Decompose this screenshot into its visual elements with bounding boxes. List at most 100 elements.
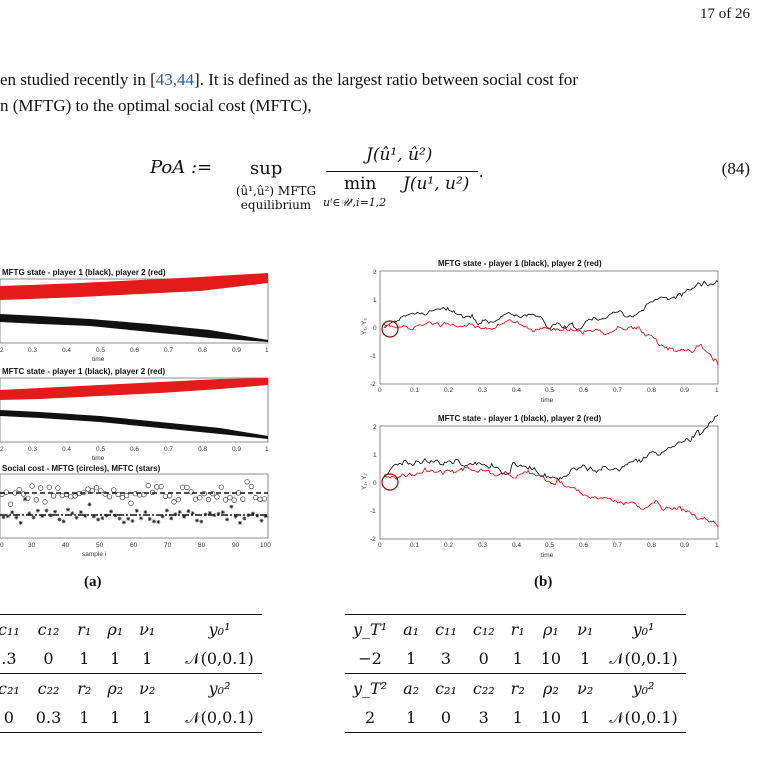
tick: -1 [370, 508, 376, 515]
star-marker [5, 514, 10, 519]
equation-lhs: PoA := [150, 157, 213, 178]
figure-b-top-player1-line [384, 280, 719, 331]
tick: 0.7 [164, 446, 173, 453]
figure-a-label: (a) [84, 574, 102, 590]
star-marker [121, 520, 126, 525]
tick: 0.4 [62, 446, 71, 453]
table-cell: c₂₂ [464, 673, 503, 703]
circle-marker [124, 493, 130, 499]
circle-marker [106, 494, 113, 500]
circle-marker [59, 493, 65, 499]
star-marker [134, 508, 139, 513]
table-cell: y₀¹ [163, 614, 262, 644]
circle-marker [50, 493, 57, 499]
tick: 0.5 [545, 542, 554, 549]
star-marker [225, 517, 230, 522]
table-cell: 3 [440, 649, 452, 668]
table-cell: 1 [110, 649, 121, 668]
sup-subscript-line2: equilibrium [240, 198, 312, 212]
star-marker [250, 511, 255, 516]
tick: 2 [373, 424, 377, 431]
star-marker [78, 510, 83, 515]
tick: 0.4 [512, 542, 521, 549]
circle-marker [55, 485, 61, 491]
circle-marker [261, 496, 267, 502]
table-cell: r₂ [69, 673, 100, 703]
circle-marker [145, 483, 151, 489]
table-cell: 0.3 [27, 703, 70, 733]
star-marker [83, 513, 88, 518]
figure-a-panel1-xlabel: time [92, 356, 105, 363]
circle-marker [244, 479, 250, 485]
figure-b-top-xlabel: time [541, 397, 554, 404]
table-row: −2 1 3 0 1 10 1 𝒩(0,0.1) [345, 644, 686, 674]
table-cell: 𝒩(0,0.1) [163, 703, 262, 733]
tick: 0.3 [28, 347, 37, 354]
figure-b-label: (b) [534, 574, 553, 590]
figure-a-panel1-title: MFTG state - player 1 (black), player 2 … [2, 268, 166, 277]
star-marker [74, 515, 79, 520]
tick: 0 [378, 542, 382, 549]
circle-marker [235, 490, 242, 496]
table-cell: .3 [1, 649, 17, 668]
table-cell: 1 [512, 649, 523, 668]
star-marker [212, 513, 217, 518]
figure-a-panel3-title: Social cost - MFTG (circles), MFTC (star… [2, 464, 161, 473]
circle-marker [188, 489, 194, 495]
star-marker [143, 510, 148, 515]
figure-a-panel1-frame [0, 278, 269, 344]
table-cell: ρ₁ [532, 614, 570, 644]
circle-marker [141, 492, 147, 498]
table-cell: 1 [69, 703, 100, 733]
tick: 100 [260, 542, 271, 549]
circle-marker [68, 494, 74, 500]
star-marker [61, 519, 66, 524]
tick: 0.1 [410, 542, 419, 549]
star-marker [182, 514, 187, 519]
table-cell: ν₁ [569, 614, 602, 644]
citation-link[interactable]: 43,44 [155, 70, 195, 89]
figure-b-bottom-xticks: 0 0.1 0.2 0.3 0.4 0.5 0.6 0.7 0.8 0.9 1 [378, 542, 719, 549]
figure-b-top-xticks: 0 0.1 0.2 0.3 0.4 0.5 0.6 0.7 0.8 0.9 1 [378, 387, 719, 394]
star-marker [216, 511, 221, 516]
table-cell: 1 [580, 649, 591, 668]
tick: 0.7 [613, 542, 622, 549]
figure-b-bottom-xlabel: time [541, 552, 554, 559]
circle-marker [184, 484, 190, 490]
tick: 2 [0, 347, 4, 354]
page-number: 17 of 26 [700, 6, 750, 22]
circle-marker [162, 493, 168, 499]
tick: 0.6 [579, 542, 588, 549]
table-cell: 1 [142, 649, 153, 668]
star-marker [147, 516, 152, 521]
star-marker [255, 513, 260, 518]
tick: 1 [715, 542, 719, 549]
circle-marker [8, 501, 14, 507]
table-cell: ρ₁ [99, 614, 132, 644]
figure-b-bottom-player1-line [383, 414, 719, 482]
table-cell: y₀¹ [601, 614, 686, 644]
tick: 0.3 [28, 446, 37, 453]
tick: 0.1 [410, 387, 419, 394]
figure-b-bottom-initial-marker [381, 473, 399, 491]
tick: 0.5 [545, 387, 554, 394]
tick: 0.9 [680, 387, 689, 394]
text-segment: en studied recently in [ [0, 70, 156, 89]
star-marker [199, 519, 204, 524]
figure-a-panel2-black-band [0, 410, 268, 439]
table-cell: 2 [345, 703, 396, 733]
star-marker [23, 497, 27, 502]
circle-marker [167, 493, 173, 499]
figure-a-panel2-title: MFTC state - player 1 (black), player 2 … [2, 367, 165, 376]
tick: 1 [265, 446, 269, 453]
figure-a-panel1-red-band [0, 273, 268, 300]
star-marker [233, 514, 238, 519]
table-row: 2 1 0 3 1 10 1 𝒩(0,0.1) [345, 703, 686, 733]
circle-marker [12, 490, 18, 496]
star-marker [35, 508, 40, 513]
star-marker [173, 512, 178, 517]
star-marker [66, 507, 70, 512]
table-row: 0 0.3 1 1 1 𝒩(0,0.1) [0, 703, 262, 733]
tick: 30 [28, 542, 36, 549]
table-row: c₂₁ c₂₂ r₂ ρ₂ ν₂ y₀² [0, 673, 262, 703]
